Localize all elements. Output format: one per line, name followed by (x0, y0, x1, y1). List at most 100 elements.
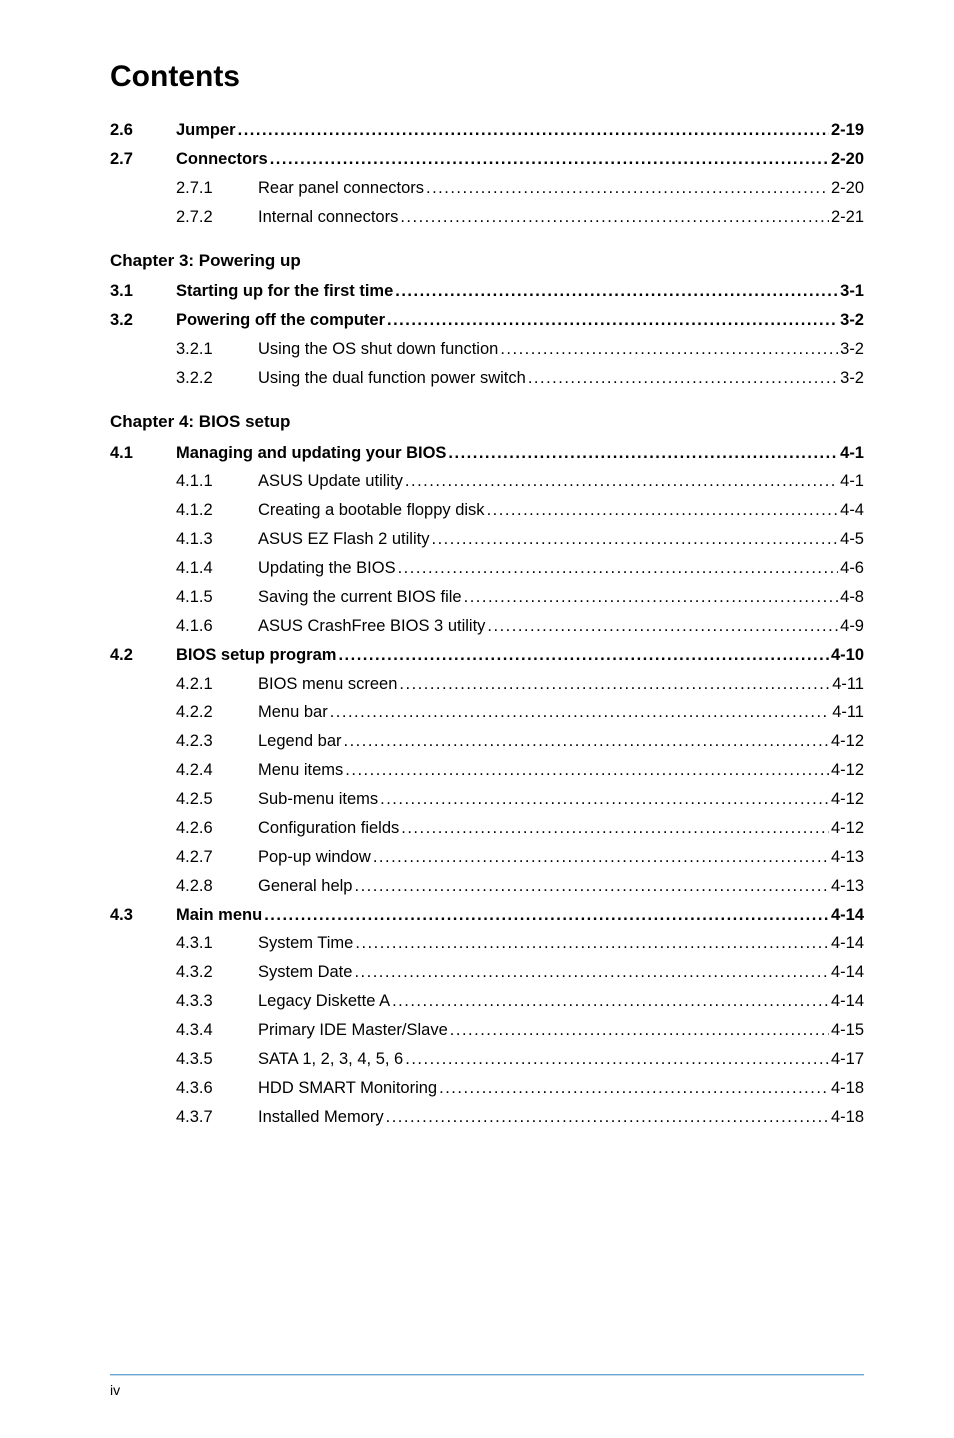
toc-dots (373, 843, 829, 872)
toc-page: 3-2 (840, 306, 864, 335)
toc-number: 4.2.5 (176, 785, 258, 814)
toc-text: Connectors (176, 150, 268, 168)
toc-label: 2.7Connectors (110, 145, 268, 174)
toc-entry: 3.1Starting up for the first time 3-1 (110, 277, 864, 306)
toc-text: Managing and updating your BIOS (176, 444, 446, 462)
toc-text: ASUS Update utility (258, 472, 403, 490)
toc-entry: 4.2.2Menu bar 4-11 (110, 698, 864, 727)
toc-text: Jumper (176, 121, 236, 139)
toc-page: 3-2 (840, 335, 864, 364)
toc-number: 4.1.4 (176, 554, 258, 583)
toc-dots (330, 698, 830, 727)
toc-label: 3.1Starting up for the first time (110, 277, 393, 306)
toc-number: 4.2.2 (176, 698, 258, 727)
toc-text: Saving the current BIOS file (258, 588, 462, 606)
toc-page: 4-9 (840, 612, 864, 641)
toc-text: HDD SMART Monitoring (258, 1079, 437, 1097)
toc-text: Using the OS shut down function (258, 340, 498, 358)
toc-page: 4-1 (840, 439, 864, 468)
toc-dots (264, 901, 829, 930)
toc-page: 4-13 (831, 843, 864, 872)
toc-label: 2.7.2Internal connectors (176, 203, 398, 232)
page-footer: iv (0, 1374, 954, 1398)
toc-dots (354, 872, 828, 901)
toc-page: 2-21 (831, 203, 864, 232)
toc-number: 2.6 (110, 116, 176, 145)
toc-page: 4-14 (831, 901, 864, 930)
toc-text: System Time (258, 934, 353, 952)
toc-page: 2-20 (831, 174, 864, 203)
toc-label: 4.1.2Creating a bootable floppy disk (176, 496, 485, 525)
toc-dots (426, 174, 829, 203)
toc-page: 3-2 (840, 364, 864, 393)
toc-label: 4.1.1ASUS Update utility (176, 467, 403, 496)
toc-entry: 2.7.1Rear panel connectors 2-20 (110, 174, 864, 203)
toc-page: 2-20 (831, 145, 864, 174)
toc-text: ASUS EZ Flash 2 utility (258, 530, 429, 548)
toc-number: 4.3.3 (176, 987, 258, 1016)
toc-entry: 4.1.4Updating the BIOS 4-6 (110, 554, 864, 583)
toc-dots (395, 277, 838, 306)
toc-dots (405, 1045, 829, 1074)
toc-label: 4.2BIOS setup program (110, 641, 336, 670)
toc-dots (398, 554, 839, 583)
toc-dots (386, 1103, 829, 1132)
toc-dots (399, 670, 830, 699)
toc-page: 4-8 (840, 583, 864, 612)
toc-page: 4-12 (831, 756, 864, 785)
toc-entry: 4.2.4Menu items 4-12 (110, 756, 864, 785)
toc-entry: 4.2.6Configuration fields 4-12 (110, 814, 864, 843)
chapter-heading: Chapter 3: Powering up (110, 246, 864, 276)
toc-number: 4.3.2 (176, 958, 258, 987)
toc-page: 4-14 (831, 987, 864, 1016)
toc-page: 4-10 (831, 641, 864, 670)
toc-number: 4.3.1 (176, 929, 258, 958)
toc-number: 2.7.2 (176, 203, 258, 232)
toc-number: 4.1.2 (176, 496, 258, 525)
toc-label: 4.2.2Menu bar (176, 698, 328, 727)
toc-number: 4.3.7 (176, 1103, 258, 1132)
toc-page: 4-13 (831, 872, 864, 901)
toc-number: 4.3.6 (176, 1074, 258, 1103)
toc-label: 4.2.3Legend bar (176, 727, 342, 756)
toc-text: General help (258, 877, 352, 895)
toc-dots (392, 987, 829, 1016)
toc-dots (431, 525, 838, 554)
footer-divider (110, 1374, 864, 1376)
toc-text: Pop-up window (258, 848, 371, 866)
toc-text: Primary IDE Master/Slave (258, 1021, 448, 1039)
toc-text: ASUS CrashFree BIOS 3 utility (258, 617, 485, 635)
toc-text: Legacy Diskette A (258, 992, 390, 1010)
toc-text: Starting up for the first time (176, 282, 393, 300)
toc-number: 3.1 (110, 277, 176, 306)
toc-text: BIOS setup program (176, 646, 336, 664)
toc-dots (387, 306, 838, 335)
toc-dots (338, 641, 829, 670)
toc-number: 4.2.3 (176, 727, 258, 756)
toc-text: Powering off the computer (176, 311, 385, 329)
toc-dots (500, 335, 838, 364)
toc-label: 4.2.5Sub-menu items (176, 785, 378, 814)
toc-entry: 3.2Powering off the computer 3-2 (110, 306, 864, 335)
toc-entry: 4.2.5Sub-menu items 4-12 (110, 785, 864, 814)
toc-dots (528, 364, 838, 393)
toc-entry: 4.2BIOS setup program 4-10 (110, 641, 864, 670)
toc-entry: 4.1.3ASUS EZ Flash 2 utility 4-5 (110, 525, 864, 554)
toc-dots (439, 1074, 829, 1103)
toc-dots (380, 785, 829, 814)
toc-number: 3.2.2 (176, 364, 258, 393)
toc-text: Rear panel connectors (258, 179, 424, 197)
toc-entry: 4.3.2System Date 4-14 (110, 958, 864, 987)
toc-number: 2.7 (110, 145, 176, 174)
toc-text: Updating the BIOS (258, 559, 396, 577)
toc-dots (355, 929, 829, 958)
toc-label: 3.2.2Using the dual function power switc… (176, 364, 526, 393)
toc-page: 4-1 (840, 467, 864, 496)
toc-dots (487, 496, 839, 525)
toc-text: SATA 1, 2, 3, 4, 5, 6 (258, 1050, 403, 1068)
toc-page: 4-6 (840, 554, 864, 583)
toc-label: 4.3.1System Time (176, 929, 353, 958)
toc-text: Sub-menu items (258, 790, 378, 808)
toc-page: 3-1 (840, 277, 864, 306)
toc-entry: 4.1.1ASUS Update utility 4-1 (110, 467, 864, 496)
